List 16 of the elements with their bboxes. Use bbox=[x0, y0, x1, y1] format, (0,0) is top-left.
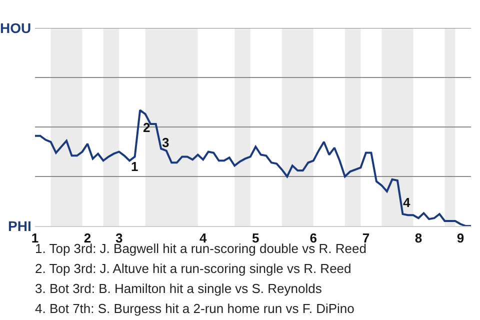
x-tick-label: 8 bbox=[414, 230, 422, 246]
annotation: 3 bbox=[162, 135, 170, 150]
text: 4. Bot 7th: S. Burgess hit a 2-run home run vs F. DiPino bbox=[35, 301, 354, 316]
x-tick-label: 9 bbox=[456, 230, 464, 246]
text: 2. Top 3rd: J. Altuve hit a run-scoring single vs R. Reed bbox=[35, 261, 352, 276]
annotation: 1 bbox=[131, 159, 138, 174]
x-tick-label: 6 bbox=[310, 230, 318, 246]
x-tick-label: 5 bbox=[252, 230, 260, 246]
text: 3. Bot 3rd: B. Hamilton hit a single vs S. Reynolds bbox=[35, 281, 322, 296]
annotation: 2 bbox=[143, 120, 150, 135]
x-tick-label: 7 bbox=[362, 230, 370, 246]
annotation: 4 bbox=[403, 195, 411, 210]
text: HOU bbox=[0, 20, 32, 36]
x-tick-label: 2 bbox=[84, 230, 92, 246]
x-tick-label: 4 bbox=[199, 230, 208, 246]
text: PHI bbox=[8, 218, 32, 234]
